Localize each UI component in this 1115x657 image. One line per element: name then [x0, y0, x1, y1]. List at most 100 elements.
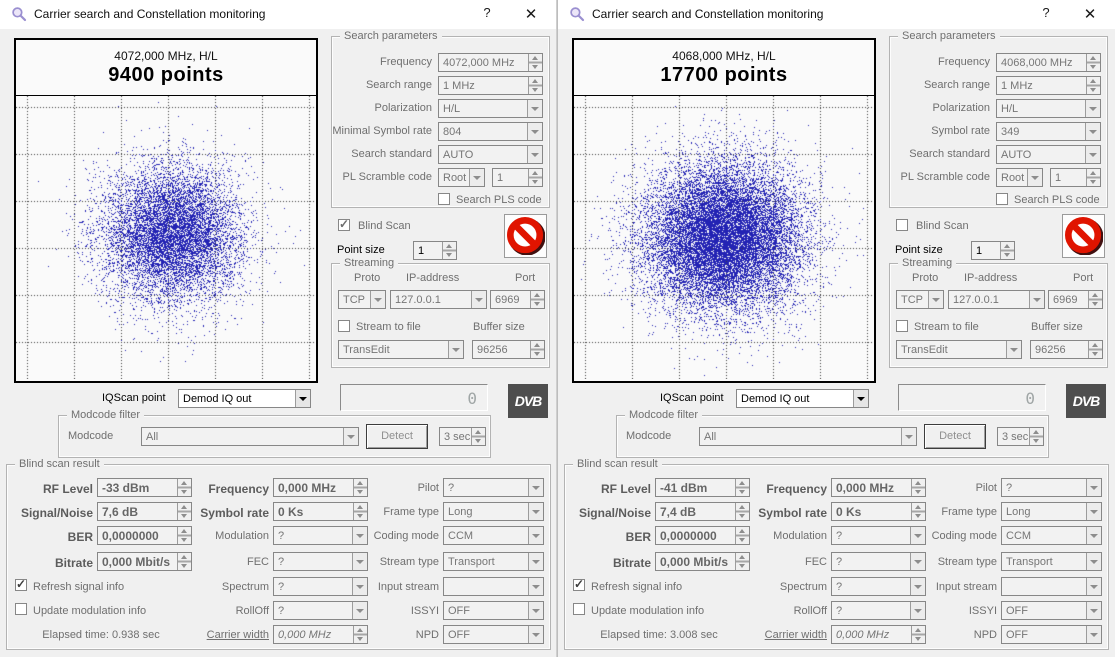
frequency-result-field[interactable]: 0,000 MHz [273, 478, 368, 497]
dropdown-arrow-icon[interactable] [910, 553, 925, 570]
pl-scramble-value-field[interactable]: 1 [1050, 168, 1101, 187]
frequency-field[interactable]: 4072,000 MHz [438, 53, 543, 72]
point-size-field[interactable]: 1 [413, 241, 457, 260]
polarization-dropdown[interactable]: H/L [996, 99, 1101, 118]
refresh-signal-checkbox[interactable] [573, 577, 585, 591]
symbol-rate-dropdown[interactable]: 804 [438, 122, 543, 141]
dropdown-arrow-icon[interactable] [469, 169, 484, 186]
update-modulation-checkbox[interactable] [15, 603, 27, 615]
close-button[interactable]: ✕ [524, 6, 538, 23]
dropdown-arrow-icon[interactable] [352, 578, 367, 595]
title-bar[interactable]: Carrier search and Constellation monitor… [0, 0, 556, 29]
dropdown-arrow-icon[interactable] [352, 602, 367, 619]
dropdown-arrow-icon[interactable] [528, 553, 543, 570]
ip-address-dropdown[interactable]: 127.0.0.1 [948, 290, 1045, 309]
dropdown-arrow-icon[interactable] [528, 626, 543, 643]
frequency-spinner[interactable] [353, 479, 367, 496]
search-range-spinner[interactable] [528, 77, 542, 94]
search-range-field[interactable]: 1 MHz [996, 76, 1101, 95]
carrier-width-spinner[interactable] [911, 626, 925, 643]
buffer-size-field[interactable]: 96256 [1030, 340, 1103, 359]
dropdown-arrow-icon[interactable] [1085, 123, 1100, 140]
bitrate-field[interactable]: 0,000 Mbit/s [97, 552, 192, 571]
modcode-dropdown[interactable]: All [141, 427, 359, 446]
issyi-dropdown[interactable]: OFF [443, 601, 544, 620]
bitrate-spinner[interactable] [177, 553, 191, 570]
stream-to-file-checkbox[interactable] [896, 320, 908, 332]
polarization-dropdown[interactable]: H/L [438, 99, 543, 118]
search-range-spinner[interactable] [1086, 77, 1100, 94]
dropdown-arrow-icon[interactable] [528, 527, 543, 544]
dropdown-arrow-icon[interactable] [1086, 527, 1101, 544]
point-size-spinner[interactable] [1000, 242, 1014, 259]
search-range-field[interactable]: 1 MHz [438, 76, 543, 95]
dropdown-arrow-icon[interactable] [1086, 479, 1101, 496]
dropdown-arrow-icon[interactable] [528, 479, 543, 496]
stream-type-dropdown[interactable]: Transport [1001, 552, 1102, 571]
signal-noise-field[interactable]: 7,4 dB [655, 502, 750, 521]
coding-mode-dropdown[interactable]: CCM [443, 526, 544, 545]
dropdown-arrow-icon[interactable] [1086, 626, 1101, 643]
pilot-dropdown[interactable]: ? [1001, 478, 1102, 497]
dropdown-arrow-icon[interactable] [901, 428, 916, 445]
search-standard-dropdown[interactable]: AUTO [996, 145, 1101, 164]
dropdown-arrow-icon[interactable] [527, 146, 542, 163]
frequency-field[interactable]: 4068,000 MHz [996, 53, 1101, 72]
fec-dropdown[interactable]: ? [831, 552, 926, 571]
rf-level-spinner[interactable] [735, 479, 749, 496]
dropdown-arrow-icon[interactable] [928, 291, 943, 308]
close-button[interactable]: ✕ [1083, 6, 1097, 23]
detect-interval-field[interactable]: 3 sec [997, 427, 1044, 446]
modulation-dropdown[interactable]: ? [273, 526, 368, 545]
dropdown-arrow-icon[interactable] [352, 553, 367, 570]
npd-dropdown[interactable]: OFF [443, 625, 544, 644]
port-spinner[interactable] [1088, 291, 1102, 308]
dropdown-arrow-icon[interactable] [295, 390, 310, 407]
title-bar[interactable]: Carrier search and Constellation monitor… [558, 0, 1115, 29]
signal-noise-field[interactable]: 7,6 dB [97, 502, 192, 521]
point-size-field[interactable]: 1 [971, 241, 1015, 260]
stream-target-dropdown[interactable]: TransEdit [338, 340, 464, 359]
frequency-spinner[interactable] [1086, 54, 1100, 71]
signal-noise-spinner[interactable] [177, 503, 191, 520]
modulation-dropdown[interactable]: ? [831, 526, 926, 545]
dropdown-arrow-icon[interactable] [910, 602, 925, 619]
pl-scramble-spinner[interactable] [528, 169, 542, 186]
spectrum-dropdown[interactable]: ? [273, 577, 368, 596]
pl-scramble-mode-dropdown[interactable]: Root [438, 168, 485, 187]
frequency-spinner[interactable] [528, 54, 542, 71]
pl-scramble-spinner[interactable] [1086, 169, 1100, 186]
frequency-result-field[interactable]: 0,000 MHz [831, 478, 926, 497]
dropdown-arrow-icon[interactable] [527, 100, 542, 117]
ber-spinner[interactable] [177, 527, 191, 544]
dropdown-arrow-icon[interactable] [853, 390, 868, 407]
blind-scan-checkbox[interactable] [896, 219, 908, 231]
bitrate-field[interactable]: 0,000 Mbit/s [655, 552, 750, 571]
npd-dropdown[interactable]: OFF [1001, 625, 1102, 644]
port-field[interactable]: 6969 [490, 290, 545, 309]
buffer-size-spinner[interactable] [1088, 341, 1102, 358]
spectrum-dropdown[interactable]: ? [831, 577, 926, 596]
update-modulation-checkbox[interactable] [573, 603, 585, 615]
dropdown-arrow-icon[interactable] [528, 578, 543, 595]
interval-spinner[interactable] [471, 428, 485, 445]
modcode-dropdown[interactable]: All [699, 427, 917, 446]
symbol-rate-spinner[interactable] [911, 503, 925, 520]
dropdown-arrow-icon[interactable] [528, 503, 543, 520]
help-button[interactable]: ? [483, 5, 491, 20]
signal-noise-spinner[interactable] [735, 503, 749, 520]
input-stream-dropdown[interactable] [443, 577, 544, 596]
carrier-width-link[interactable]: Carrier width [206, 629, 269, 641]
frame-type-dropdown[interactable]: Long [1001, 502, 1102, 521]
frequency-spinner[interactable] [911, 479, 925, 496]
stream-target-dropdown[interactable]: TransEdit [896, 340, 1022, 359]
coding-mode-dropdown[interactable]: CCM [1001, 526, 1102, 545]
carrier-width-field[interactable]: 0,000 MHz [831, 625, 926, 644]
carrier-width-link[interactable]: Carrier width [764, 629, 827, 641]
dropdown-arrow-icon[interactable] [1027, 169, 1042, 186]
dropdown-arrow-icon[interactable] [448, 341, 463, 358]
symbol-rate-result-field[interactable]: 0 Ks [273, 502, 368, 521]
frame-type-dropdown[interactable]: Long [443, 502, 544, 521]
search-pls-checkbox[interactable] [996, 193, 1008, 205]
carrier-width-field[interactable]: 0,000 MHz [273, 625, 368, 644]
